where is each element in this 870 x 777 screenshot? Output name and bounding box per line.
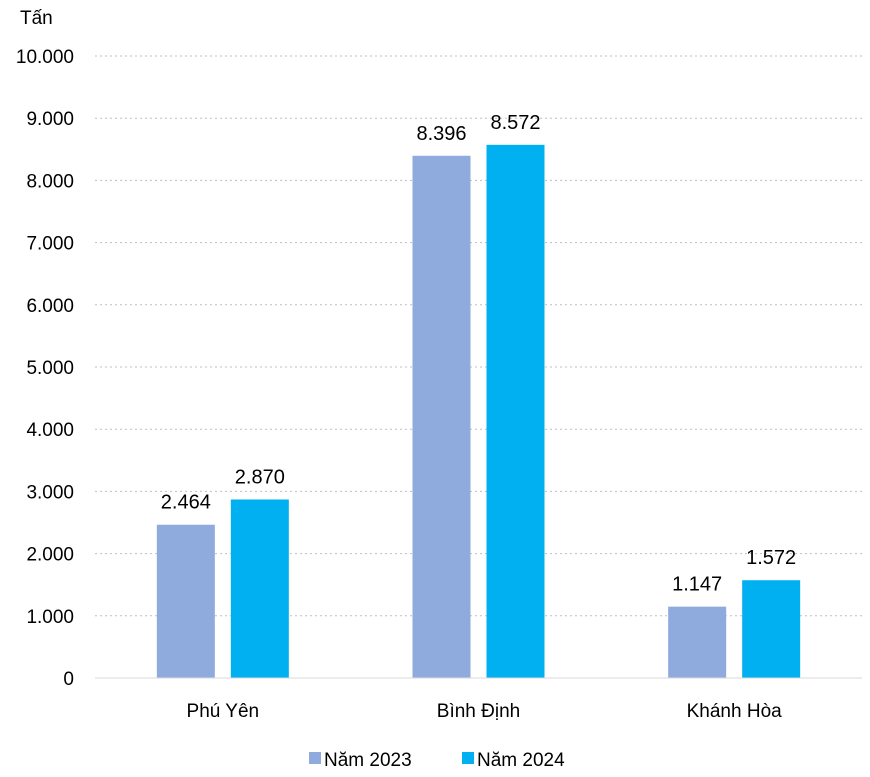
y-tick-label: 0 [63,669,74,690]
x-category-label: Khánh Hòa [687,701,783,722]
bar-2024 [486,144,545,678]
y-tick-label: 6.000 [26,296,74,317]
bars [156,144,801,678]
bar-2023 [412,155,471,678]
data-label: 1.147 [672,574,722,596]
y-tick-label: 8.000 [26,171,74,192]
data-label: 2.464 [161,492,211,514]
bar-2024 [742,580,801,678]
data-label: 8.396 [416,123,466,145]
y-tick-label: 2.000 [26,545,74,566]
legend: Năm 2023 Năm 2024 [309,750,565,771]
bar-2023 [668,606,727,678]
bar-2023 [156,524,215,678]
legend-label: Năm 2024 [477,750,565,771]
x-category-label: Phú Yên [187,701,260,722]
x-category-label: Bình Định [437,701,520,722]
data-label: 2.870 [235,466,285,488]
legend-swatch [462,752,474,764]
y-tick-label: 7.000 [26,234,74,255]
y-tick-label: 9.000 [26,109,74,130]
y-tick-label: 5.000 [26,358,74,379]
data-labels: 2.464 2.870 8.396 8.572 1.147 1.572 [161,112,796,596]
bar-2024 [230,499,289,678]
legend-swatch [309,752,321,764]
x-axis-categories: Phú Yên Bình Định Khánh Hòa [187,701,783,722]
y-tick-label: 10.000 [16,47,74,68]
y-unit-label: Tấn [20,8,53,29]
y-tick-label: 3.000 [26,482,74,503]
y-tick-label: 1.000 [26,607,74,628]
y-tick-label: 4.000 [26,420,74,441]
y-axis-ticks: 0 1.000 2.000 3.000 4.000 5.000 6.000 7.000 8.00… [16,47,74,690]
legend-label: Năm 2023 [324,750,412,771]
data-label: 1.572 [746,547,796,569]
data-label: 8.572 [490,112,540,134]
